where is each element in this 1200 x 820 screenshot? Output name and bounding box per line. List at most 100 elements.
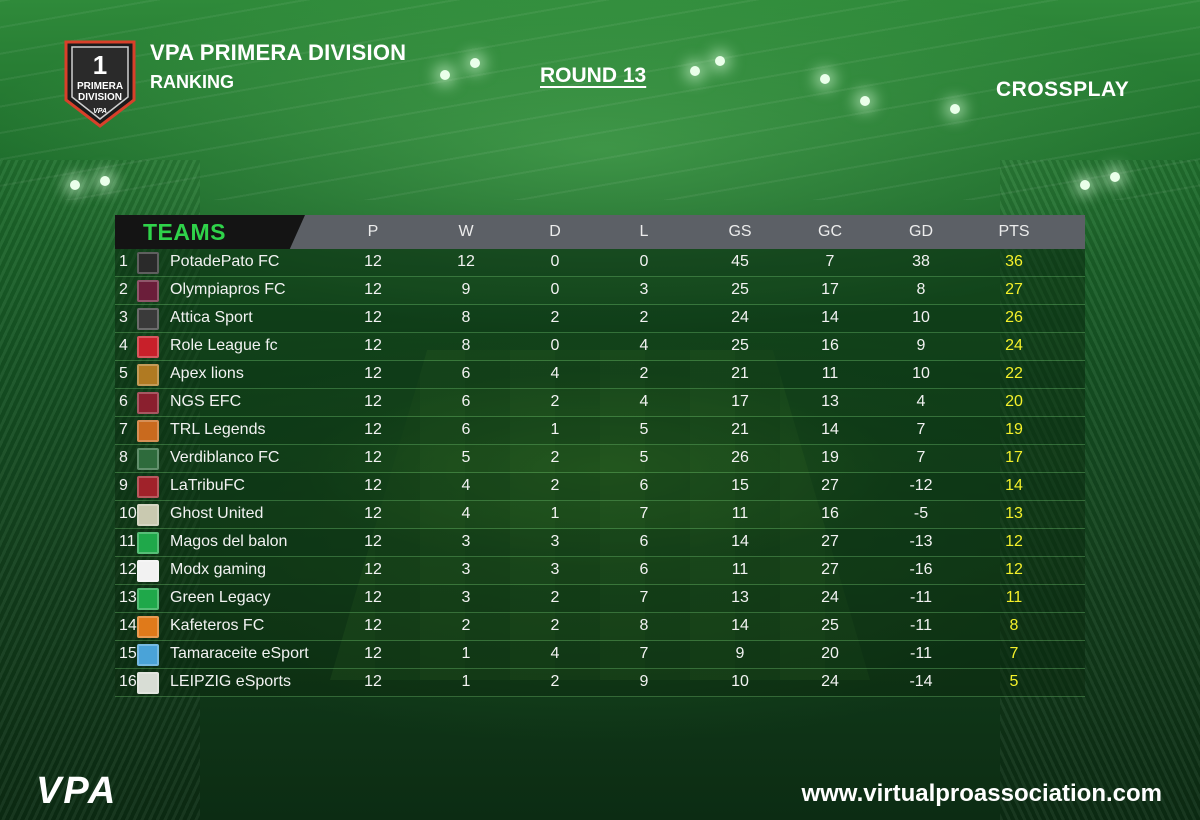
stat-l: 0	[639, 253, 649, 270]
stat-p: 12	[364, 505, 382, 522]
stat-gd: -11	[910, 589, 932, 606]
stat-l: 7	[639, 505, 649, 522]
stat-gs: 21	[731, 421, 749, 438]
floodlight	[715, 56, 725, 66]
table-row: 11 Magos del balon 12 3 3 6 14 27 -13 12	[115, 529, 1085, 557]
stat-l: 4	[639, 337, 649, 354]
stat-l: 7	[639, 589, 649, 606]
page-subtitle: RANKING	[150, 72, 234, 92]
stat-gc: 14	[821, 421, 839, 438]
stat-l: 2	[639, 365, 649, 382]
vpa-logo: VPA	[36, 770, 118, 812]
floodlight	[820, 74, 830, 84]
stat-pts: 7	[1009, 645, 1019, 662]
stat-l: 4	[639, 393, 649, 410]
stat-d: 4	[550, 645, 560, 662]
stat-pts: 12	[1005, 561, 1023, 578]
team-name: Olympiapros FC	[170, 281, 286, 298]
stat-pts: 24	[1005, 337, 1023, 354]
team-logo-icon	[137, 308, 159, 330]
stat-gd: -14	[909, 673, 933, 690]
stat-gc: 7	[825, 253, 835, 270]
stat-w: 6	[461, 393, 471, 410]
table-header: TEAMS P W D L GS GC GD PTS	[115, 215, 1085, 249]
floodlight	[860, 96, 870, 106]
round-label: ROUND 13	[540, 64, 647, 87]
table-row: 16 LEIPZIG eSports 12 1 2 9 10 24 -14 5	[115, 669, 1085, 697]
stat-gc: 25	[821, 617, 839, 634]
stat-pts: 11	[1005, 589, 1023, 606]
table-row: 6 NGS EFC 12 6 2 4 17 13 4 20	[115, 389, 1085, 417]
stat-gd: 10	[912, 309, 930, 326]
floodlight	[1080, 180, 1090, 190]
stat-gs: 26	[731, 449, 749, 466]
badge-line1: PRIMERA	[77, 81, 123, 92]
stat-gd: -12	[909, 477, 933, 494]
rank-position: 10	[119, 505, 137, 522]
table-row: 15 Tamaraceite eSport 12 1 4 7 9 20 -11 7	[115, 641, 1085, 669]
stat-gd: -13	[909, 533, 933, 550]
stat-w: 4	[461, 505, 471, 522]
stat-l: 6	[639, 477, 649, 494]
stat-gs: 21	[731, 365, 749, 382]
table-row: 14 Kafeteros FC 12 2 2 8 14 25 -11 8	[115, 613, 1085, 641]
pitch-background	[330, 350, 870, 680]
platform-label: CROSSPLAY	[996, 78, 1130, 101]
badge-number: 1	[93, 50, 107, 80]
rank-position: 2	[119, 281, 128, 298]
stat-p: 12	[364, 589, 382, 606]
stat-pts: 22	[1005, 365, 1023, 382]
stat-gs: 45	[731, 253, 749, 270]
column-header-d: D	[549, 223, 561, 240]
table-row: 1 PotadePato FC 12 12 0 0 45 7 38 36	[115, 249, 1085, 277]
division-badge-icon: 1 PRIMERA DIVISION VPA	[64, 40, 136, 128]
stat-p: 12	[364, 281, 382, 298]
stat-gd: -16	[909, 561, 933, 578]
stat-p: 12	[364, 393, 382, 410]
stat-w: 3	[461, 561, 471, 578]
floodlight	[1110, 172, 1120, 182]
standings-table: TEAMS P W D L GS GC GD PTS 1 PotadePato F…	[115, 215, 1085, 697]
floodlight	[440, 70, 450, 80]
rank-position: 3	[119, 309, 128, 326]
stat-gc: 24	[821, 589, 839, 606]
floodlight	[100, 176, 110, 186]
stat-gc: 16	[821, 505, 839, 522]
stat-gd: 7	[916, 449, 926, 466]
stat-d: 4	[550, 365, 560, 382]
stat-d: 1	[550, 505, 560, 522]
team-logo-icon	[137, 448, 159, 470]
team-name: Ghost United	[170, 505, 264, 522]
stat-l: 8	[639, 617, 649, 634]
stat-p: 12	[364, 421, 382, 438]
stat-gs: 11	[731, 505, 749, 522]
stat-gc: 14	[821, 309, 839, 326]
stadium-roof	[0, 0, 1200, 200]
stat-l: 5	[639, 421, 649, 438]
team-logo-icon	[137, 476, 159, 498]
stat-gs: 13	[731, 589, 749, 606]
team-name: Modx gaming	[170, 561, 267, 578]
stat-gc: 13	[821, 393, 839, 410]
table-row: 3 Attica Sport 12 8 2 2 24 14 10 26	[115, 305, 1085, 333]
stat-gc: 24	[821, 673, 839, 690]
stat-w: 4	[461, 477, 471, 494]
rank-position: 12	[119, 561, 137, 578]
stat-pts: 5	[1009, 673, 1019, 690]
stat-gc: 20	[821, 645, 839, 662]
stat-gd: -5	[913, 505, 929, 522]
team-name: NGS EFC	[170, 393, 242, 410]
badge-line2: DIVISION	[78, 92, 122, 103]
stat-l: 2	[639, 309, 649, 326]
stat-gs: 14	[731, 617, 749, 634]
stat-d: 0	[550, 253, 560, 270]
stat-pts: 12	[1005, 533, 1023, 550]
team-name: Magos del balon	[170, 533, 288, 550]
rank-position: 14	[119, 617, 137, 634]
stat-gc: 27	[821, 561, 839, 578]
stat-pts: 26	[1005, 309, 1023, 326]
rank-position: 7	[119, 421, 128, 438]
stat-pts: 17	[1005, 449, 1023, 466]
stat-gs: 25	[731, 337, 749, 354]
table-row: 9 LaTribuFC 12 4 2 6 15 27 -12 14	[115, 473, 1085, 501]
